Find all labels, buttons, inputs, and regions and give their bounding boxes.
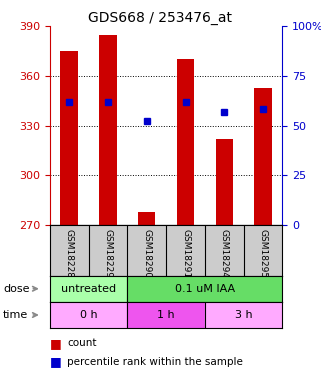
Text: untreated: untreated [61, 284, 116, 294]
Bar [99, 34, 117, 225]
Bar [138, 212, 155, 225]
Text: 1 h: 1 h [157, 310, 175, 320]
Bar [177, 59, 194, 225]
Text: ■: ■ [50, 356, 62, 368]
Bar [254, 87, 272, 225]
Text: dose: dose [3, 284, 30, 294]
Text: GSM18295: GSM18295 [259, 229, 268, 278]
Text: 0.1 uM IAA: 0.1 uM IAA [175, 284, 235, 294]
Text: GSM18291: GSM18291 [181, 229, 190, 278]
Text: GSM18228: GSM18228 [65, 229, 74, 278]
Text: 3 h: 3 h [235, 310, 253, 320]
Text: 0 h: 0 h [80, 310, 97, 320]
Text: GSM18294: GSM18294 [220, 229, 229, 278]
Bar [216, 139, 233, 225]
Text: time: time [3, 310, 29, 320]
Text: GSM18290: GSM18290 [142, 229, 151, 278]
Text: GDS668 / 253476_at: GDS668 / 253476_at [89, 11, 232, 25]
Bar [60, 51, 78, 225]
Text: count: count [67, 338, 97, 348]
Text: percentile rank within the sample: percentile rank within the sample [67, 357, 243, 367]
Text: GSM18229: GSM18229 [103, 229, 112, 278]
Text: ■: ■ [50, 337, 62, 350]
